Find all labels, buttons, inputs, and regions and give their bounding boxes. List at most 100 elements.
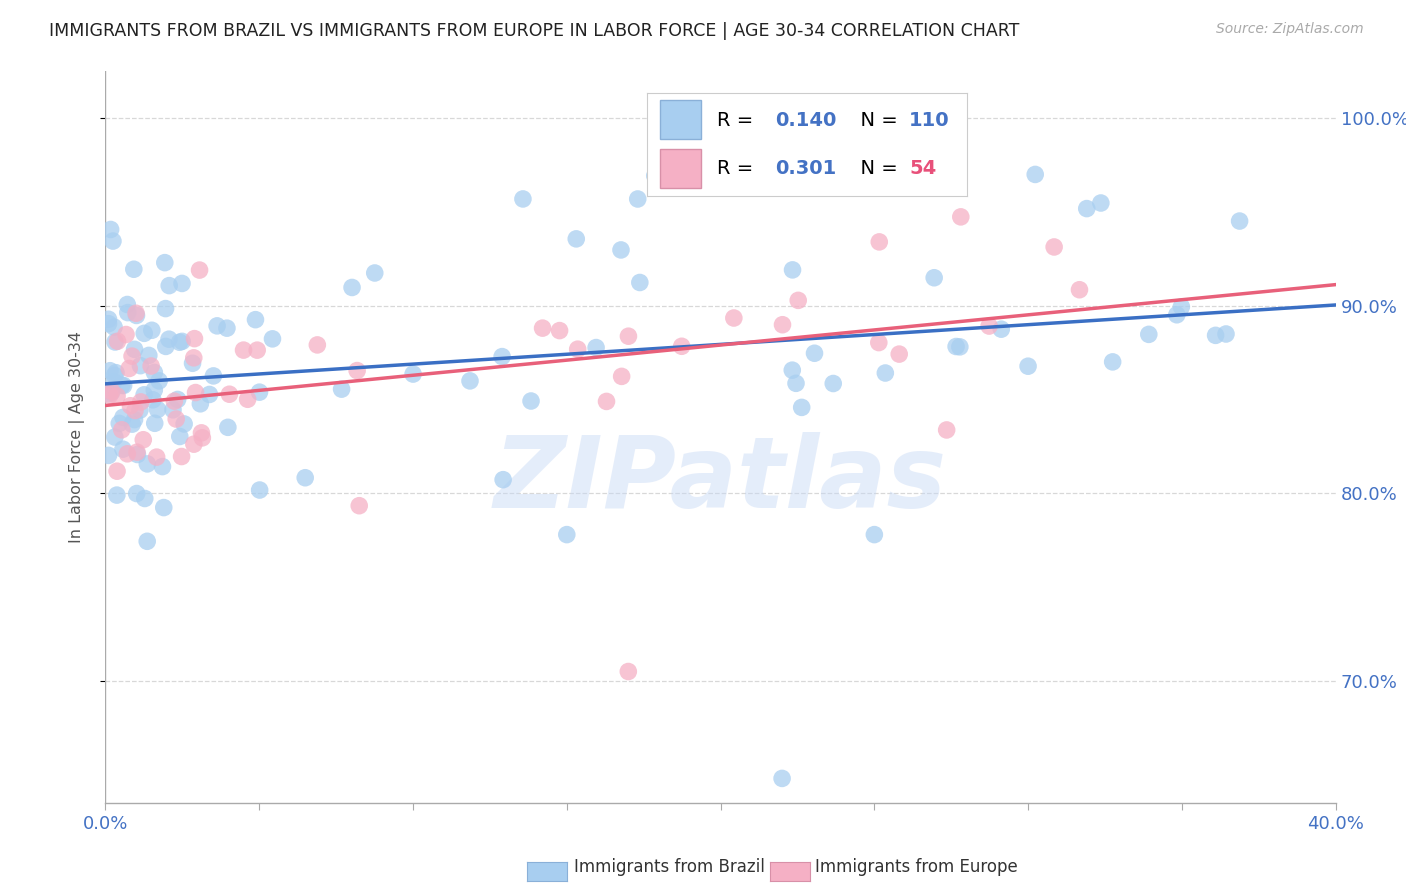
Point (787, 293, 810, 308)
Point (148, 374, 170, 388)
Point (188, 397, 211, 411)
Point (1043, 240, 1066, 254)
Point (155, 301, 177, 316)
Point (157, 278, 180, 293)
Text: R =: R = (717, 112, 759, 130)
Point (134, 326, 156, 341)
Point (330, 382, 353, 396)
Point (875, 366, 897, 380)
Point (97, 449, 120, 463)
Point (1137, 327, 1160, 342)
Point (105, 464, 128, 478)
Point (628, 276, 651, 290)
Point (143, 366, 166, 380)
Point (1024, 168, 1046, 182)
Text: N =: N = (848, 112, 904, 130)
Text: 0.140: 0.140 (775, 112, 837, 130)
Point (100, 222, 122, 236)
Point (111, 378, 134, 392)
Point (346, 363, 368, 377)
Point (262, 332, 284, 346)
Point (98, 388, 121, 402)
Point (125, 306, 148, 320)
Point (1069, 283, 1091, 297)
Point (139, 359, 162, 373)
Point (157, 332, 180, 346)
Point (155, 339, 177, 353)
Point (136, 457, 159, 471)
Point (294, 471, 316, 485)
Point (567, 342, 589, 356)
Point (236, 392, 259, 407)
Point (183, 437, 205, 451)
Text: Immigrants from Europe: Immigrants from Europe (815, 858, 1018, 876)
Point (172, 334, 194, 349)
Point (245, 312, 267, 326)
Point (945, 339, 967, 353)
Point (585, 341, 607, 355)
Point (97, 386, 120, 401)
Point (145, 450, 167, 464)
Point (1101, 355, 1123, 369)
Point (785, 376, 807, 391)
Point (979, 319, 1001, 334)
Point (723, 311, 745, 326)
Point (548, 324, 571, 338)
Text: Immigrants from Brazil: Immigrants from Brazil (574, 858, 765, 876)
Point (458, 374, 481, 388)
Point (218, 387, 240, 401)
Point (595, 394, 617, 409)
Point (790, 401, 813, 415)
Point (115, 327, 138, 342)
Text: Source: ZipAtlas.com: Source: ZipAtlas.com (1216, 22, 1364, 37)
Point (1166, 308, 1188, 322)
Point (205, 318, 228, 333)
Point (105, 366, 128, 380)
Point (129, 395, 152, 409)
Point (163, 394, 186, 409)
Point (121, 349, 143, 363)
Point (138, 348, 160, 362)
Point (202, 368, 225, 383)
Point (166, 392, 188, 407)
Point (134, 491, 156, 506)
Point (198, 387, 221, 401)
Point (772, 318, 794, 332)
Point (136, 534, 159, 549)
Point (170, 277, 193, 291)
Point (1017, 359, 1039, 374)
Point (617, 665, 640, 679)
Point (173, 417, 195, 431)
Point (127, 448, 149, 462)
Point (780, 363, 803, 377)
Point (152, 459, 174, 474)
Point (143, 383, 166, 397)
Point (246, 343, 269, 358)
Point (142, 392, 165, 407)
Point (118, 361, 141, 376)
Point (111, 442, 134, 457)
Point (935, 423, 957, 437)
Point (610, 243, 633, 257)
Point (124, 412, 146, 426)
Point (307, 338, 329, 352)
Point (112, 378, 135, 392)
Point (565, 232, 588, 246)
Point (868, 335, 890, 350)
Point (104, 430, 127, 444)
Point (347, 499, 370, 513)
Point (183, 351, 205, 365)
Point (823, 376, 845, 391)
Point (889, 347, 911, 361)
Point (146, 402, 169, 417)
Point (491, 350, 513, 364)
Text: IMMIGRANTS FROM BRAZIL VS IMMIGRANTS FROM EUROPE IN LABOR FORCE | AGE 30-34 CORR: IMMIGRANTS FROM BRAZIL VS IMMIGRANTS FRO… (49, 22, 1019, 40)
Point (101, 234, 124, 248)
Text: R =: R = (717, 159, 759, 178)
Point (105, 488, 128, 502)
Point (124, 403, 146, 417)
Text: 110: 110 (910, 112, 949, 130)
Point (364, 266, 387, 280)
Point (232, 343, 254, 357)
Point (249, 483, 271, 497)
